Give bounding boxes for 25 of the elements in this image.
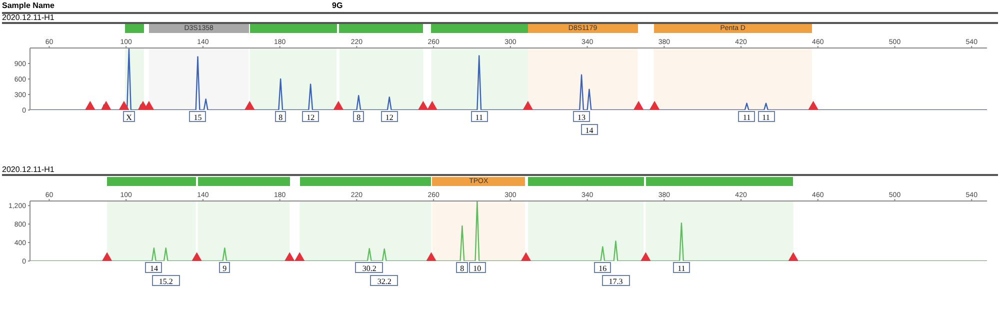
chart-title: 2020.12.11-H1 xyxy=(2,165,998,176)
annotation: X xyxy=(123,111,135,122)
text: Sample Name xyxy=(2,1,54,10)
annotation: 11 xyxy=(672,262,690,273)
annotation: 11 xyxy=(738,111,756,122)
annotation: 8 xyxy=(456,262,468,273)
annotation: 30.2 xyxy=(355,262,384,273)
annotation: 9 xyxy=(218,262,230,273)
annotation: 15 xyxy=(189,111,206,122)
annotation: 12 xyxy=(380,111,398,122)
annotation: 16 xyxy=(594,262,612,273)
annotation: 10 xyxy=(468,262,486,273)
annotation: 32.2 xyxy=(370,275,398,286)
annotation: 11 xyxy=(470,111,488,122)
annotation: 12 xyxy=(302,111,320,122)
annotation: 11 xyxy=(758,111,774,122)
annotation: 17.3 xyxy=(602,275,630,286)
annotation: 8 xyxy=(274,111,286,122)
annotation: 15.2 xyxy=(152,275,180,286)
annotation: 14 xyxy=(580,124,598,135)
chart-title: 2020.12.11-H1 xyxy=(2,13,998,24)
annotation: 14 xyxy=(145,262,162,273)
text: 9G xyxy=(332,1,343,10)
annotation: 13 xyxy=(573,111,590,122)
annotation: 8 xyxy=(352,111,364,122)
